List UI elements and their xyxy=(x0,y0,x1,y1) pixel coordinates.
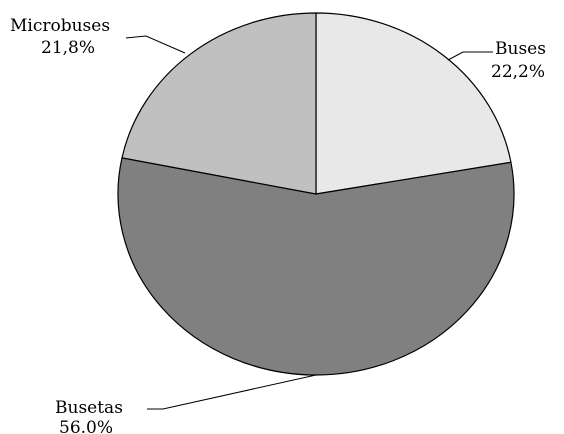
leader-line-busetas xyxy=(147,374,317,410)
pie-slices xyxy=(117,12,515,376)
pie-slice-busetas xyxy=(117,157,515,376)
leader-line-buses xyxy=(447,51,493,61)
pie-slice-microbuses xyxy=(121,12,317,195)
leader-lines xyxy=(125,35,493,410)
slice-label-busetas-name: Busetas xyxy=(55,398,123,418)
slice-label-microbuses-value: 21,8% xyxy=(41,38,95,58)
slice-label-buses-value: 22,2% xyxy=(491,62,545,82)
pie-slice-buses xyxy=(315,12,512,195)
slice-labels: Buses 22,2% Busetas 56.0% Microbuses 21,… xyxy=(10,16,546,434)
slice-label-busetas-value: 56.0% xyxy=(59,418,113,434)
slice-label-microbuses-name: Microbuses xyxy=(10,16,110,36)
leader-line-microbuses xyxy=(125,35,186,54)
slice-label-buses-name: Buses xyxy=(495,39,546,59)
